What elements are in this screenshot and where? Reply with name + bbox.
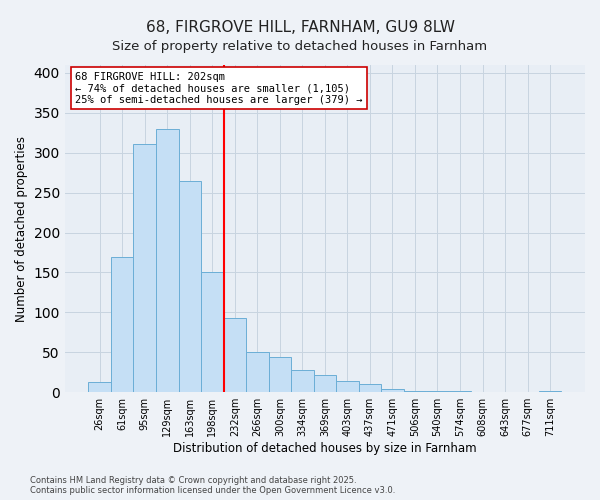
Bar	[179, 180, 201, 392]
Bar	[314, 374, 336, 392]
Text: 68, FIRGROVE HILL, FARNHAM, GU9 8LW: 68, FIRGROVE HILL, FARNHAM, GU9 8LW	[146, 20, 455, 35]
Bar	[359, 384, 381, 392]
Bar	[156, 129, 179, 392]
Bar	[88, 382, 111, 392]
X-axis label: Distribution of detached houses by size in Farnham: Distribution of detached houses by size …	[173, 442, 477, 455]
Bar	[426, 390, 449, 392]
Bar	[381, 389, 404, 392]
Y-axis label: Number of detached properties: Number of detached properties	[15, 136, 28, 322]
Text: Contains HM Land Registry data © Crown copyright and database right 2025.
Contai: Contains HM Land Registry data © Crown c…	[30, 476, 395, 495]
Bar	[336, 381, 359, 392]
Bar	[133, 144, 156, 392]
Bar	[246, 352, 269, 392]
Text: Size of property relative to detached houses in Farnham: Size of property relative to detached ho…	[112, 40, 488, 53]
Bar	[291, 370, 314, 392]
Text: 68 FIRGROVE HILL: 202sqm
← 74% of detached houses are smaller (1,105)
25% of sem: 68 FIRGROVE HILL: 202sqm ← 74% of detach…	[75, 72, 362, 104]
Bar	[269, 357, 291, 392]
Bar	[224, 318, 246, 392]
Bar	[111, 256, 133, 392]
Bar	[201, 272, 224, 392]
Bar	[404, 390, 426, 392]
